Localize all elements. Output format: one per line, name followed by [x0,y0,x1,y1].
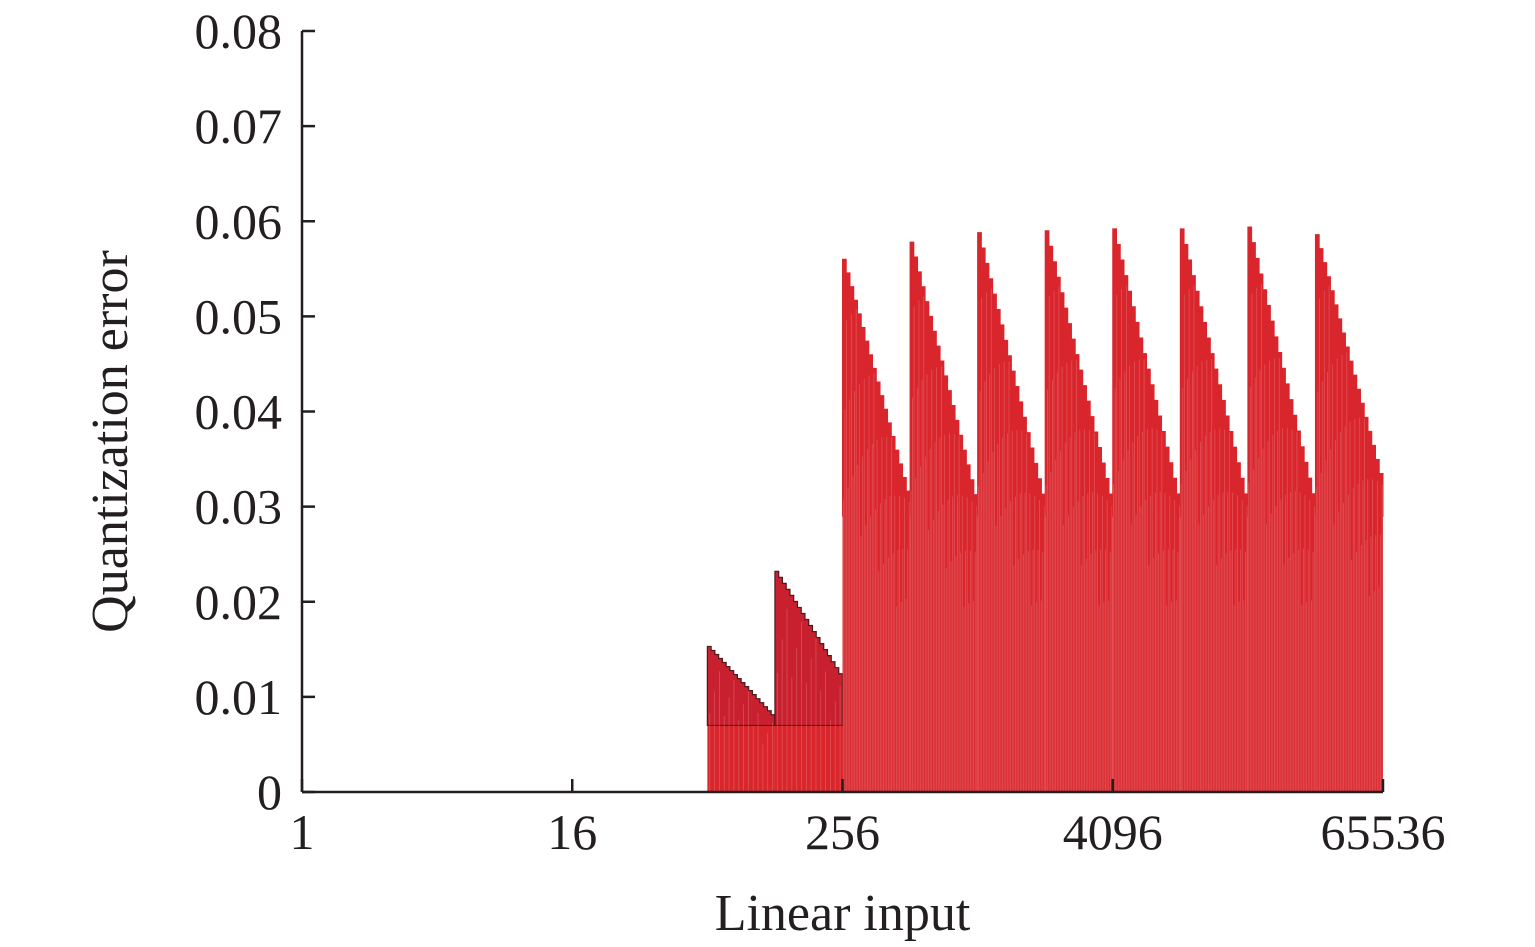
y-tick-label: 0.05 [195,288,283,344]
x-tick-label: 65536 [1321,804,1446,860]
error-floor-band [707,725,775,792]
y-axis-label: Quantization error [82,250,139,633]
error-envelope [842,258,911,517]
error-floor-band [1247,516,1316,792]
error-floor-band [1112,516,1181,792]
error-envelope [977,232,1046,517]
y-tick-label: 0 [257,764,282,820]
error-segment [1247,226,1316,792]
error-segment [774,570,844,792]
x-tick-label: 4096 [1063,804,1163,860]
x-axis-label: Linear input [715,885,971,942]
x-tick-label: 256 [805,804,880,860]
y-tick-label: 0.03 [195,479,283,535]
error-segment [1179,228,1249,792]
x-tick-label: 16 [547,804,597,860]
error-segment [842,258,911,792]
error-segment [1112,228,1181,792]
error-envelope [1044,230,1114,517]
error-envelope [774,570,844,727]
y-tick-label: 0.06 [195,193,283,249]
error-segment [1044,230,1114,792]
error-floor-band [1315,516,1383,792]
error-floor-band [910,516,978,792]
y-tick-label: 0.01 [195,669,283,725]
x-tick-label: 1 [290,804,315,860]
error-segment [909,241,979,792]
y-axis-ticks: 0 0.01 0.02 0.03 0.04 0.05 0.06 0.07 0.08 [195,3,315,820]
error-floor-band [1045,516,1113,792]
y-tick-label: 0.08 [195,3,283,59]
error-floor-band [1180,516,1248,792]
error-envelope [706,645,776,727]
error-envelope [1112,228,1181,517]
error-envelope [1179,228,1249,517]
y-tick-label: 0.07 [195,98,283,154]
error-segment [977,232,1046,792]
error-envelope [909,241,979,517]
y-tick-label: 0.02 [195,574,283,630]
error-floor-band [842,516,911,792]
error-envelope [1314,234,1384,517]
error-envelope [1247,226,1316,517]
error-floor-band [774,725,843,792]
x-axis-ticks: 1 16 256 4096 65536 [290,779,1446,860]
error-segment [706,645,776,792]
y-tick-label: 0.04 [195,384,283,440]
error-segment [1314,234,1384,792]
error-floor-band [977,516,1046,792]
plot-area [706,226,1384,792]
